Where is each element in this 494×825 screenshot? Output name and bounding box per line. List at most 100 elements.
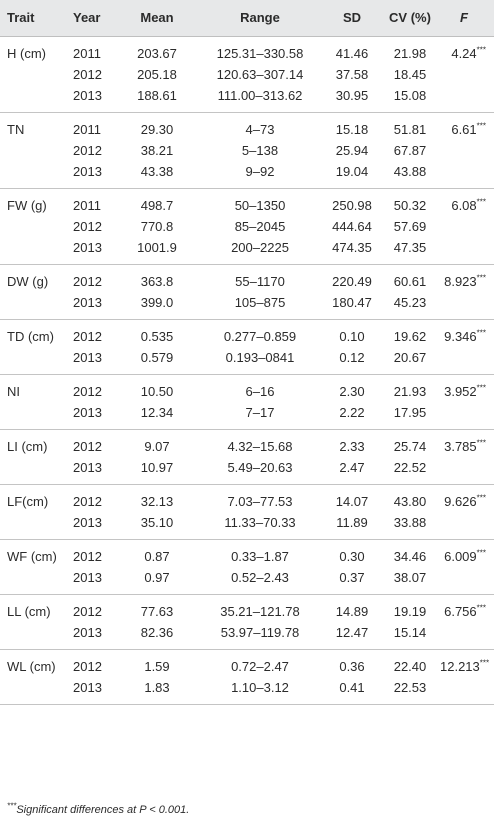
sd-cell: 444.64 (332, 218, 372, 234)
cv-cell: 51.81 (393, 121, 427, 137)
mean-cell: 188.61 (137, 87, 177, 103)
year-cell: 2011 (73, 45, 101, 61)
mean-cell: 29.30 (140, 121, 174, 137)
f-value: 8.923 (444, 273, 477, 289)
table-row: 2013 43.38 9–92 19.04 43.88 (0, 161, 494, 189)
table-header: Trait Year Mean Range SD CV (%) F (0, 0, 494, 37)
sd-cell: 14.89 (335, 603, 369, 619)
sd-cell: 250.98 (332, 197, 372, 213)
year-cell: 2013 (73, 569, 102, 585)
trait-group: LF(cm) 2012 32.13 7.03–77.53 14.07 43.80 9.626… (0, 484, 494, 539)
cv-cell: 67.87 (393, 142, 427, 158)
f-cell (440, 64, 494, 85)
f-cell: 6.61*** (440, 112, 494, 140)
cv-cell: 25.74 (393, 438, 427, 454)
trait-group: FW (g) 2011 498.7 50–1350 250.98 50.32 6.08***… (0, 188, 494, 264)
year-cell: 2013 (73, 459, 102, 475)
sd-cell: 12.47 (335, 624, 369, 640)
sd-cell: 0.12 (339, 349, 365, 365)
table-row: 2013 1.83 1.10–3.12 0.41 22.53 (0, 677, 494, 705)
sd-cell: 2.30 (339, 383, 365, 399)
range-cell: 0.277–0.859 (223, 328, 297, 344)
cv-cell: 22.52 (393, 459, 427, 475)
significance-marker: *** (476, 603, 486, 613)
f-value: 6.756 (444, 603, 477, 619)
trait-cell: NI (7, 383, 20, 399)
year-cell: 2013 (73, 87, 102, 103)
range-cell: 111.00–313.62 (217, 87, 303, 103)
cv-cell: 21.98 (393, 45, 427, 61)
f-cell (440, 347, 494, 375)
cv-cell: 22.40 (393, 658, 427, 674)
range-cell: 120.63–307.14 (216, 66, 304, 82)
f-cell: 12.213*** (440, 649, 494, 677)
footnote-marker: *** (7, 801, 17, 811)
f-cell (440, 457, 494, 485)
table-row: 2013 82.36 53.97–119.78 12.47 15.14 (0, 622, 494, 650)
mean-cell: 35.10 (140, 514, 174, 530)
trait-group: TN 2011 29.30 4–73 15.18 51.81 6.61*** 2012 38.2… (0, 112, 494, 188)
significance-marker: *** (476, 493, 486, 503)
table-row: 2012 38.21 5–138 25.94 67.87 (0, 140, 494, 161)
range-cell: 6–16 (245, 383, 275, 399)
mean-cell: 10.97 (140, 459, 174, 475)
f-value: 4.24 (451, 45, 477, 61)
cv-cell: 50.32 (393, 197, 427, 213)
sd-cell: 2.22 (339, 404, 365, 420)
year-cell: 2012 (73, 438, 102, 454)
cv-cell: 20.67 (393, 349, 427, 365)
sd-cell: 0.30 (339, 548, 365, 564)
sd-cell: 180.47 (332, 294, 372, 310)
f-cell: 3.952*** (440, 374, 494, 402)
trait-group: NI 2012 10.50 6–16 2.30 21.93 3.952*** 2013 12.3… (0, 374, 494, 429)
year-cell: 2012 (73, 328, 102, 344)
sd-cell: 0.37 (339, 569, 365, 585)
cv-cell: 47.35 (393, 239, 427, 255)
f-cell (440, 677, 494, 705)
year-cell: 2012 (73, 142, 102, 158)
table-row: 2013 10.97 5.49–20.63 2.47 22.52 (0, 457, 494, 485)
mean-cell: 0.87 (144, 548, 170, 564)
cv-cell: 15.08 (393, 87, 427, 103)
f-value: 6.009 (444, 548, 477, 564)
cv-cell: 38.07 (393, 569, 427, 585)
table-row: 2013 188.61 111.00–313.62 30.95 15.08 (0, 85, 494, 113)
header-year: Year (66, 0, 118, 37)
trait-cell: DW (g) (7, 273, 49, 289)
range-cell: 1.10–3.12 (231, 679, 289, 695)
range-cell: 55–1170 (235, 273, 285, 289)
year-cell: 2012 (73, 218, 102, 234)
trait-cell: FW (g) (7, 197, 47, 213)
table-row: LI (cm) 2012 9.07 4.32–15.68 2.33 25.74 3.785*… (0, 429, 494, 457)
f-value: 3.785 (444, 438, 477, 454)
table-row: NI 2012 10.50 6–16 2.30 21.93 3.952*** (0, 374, 494, 402)
mean-cell: 1001.9 (137, 239, 177, 255)
table-row: LL (cm) 2012 77.63 35.21–121.78 14.89 19.19 6.… (0, 594, 494, 622)
trait-cell (0, 292, 66, 320)
f-cell: 8.923*** (440, 264, 494, 292)
f-cell: 6.009*** (440, 539, 494, 567)
mean-cell: 203.67 (137, 45, 177, 61)
trait-group: WL (cm) 2012 1.59 0.72–2.47 0.36 22.40 12.213*… (0, 649, 494, 704)
year-cell: 2013 (73, 404, 102, 420)
cv-cell: 21.93 (393, 383, 427, 399)
mean-cell: 1.83 (144, 679, 170, 695)
mean-cell: 12.34 (140, 404, 174, 420)
f-cell (440, 140, 494, 161)
cv-cell: 57.69 (393, 218, 427, 234)
year-cell: 2013 (73, 679, 102, 695)
table-row: TD (cm) 2012 0.535 0.277–0.859 0.10 19.62 9.34… (0, 319, 494, 347)
range-cell: 200–2225 (231, 239, 289, 255)
trait-cell (0, 140, 66, 161)
mean-cell: 38.21 (140, 142, 174, 158)
range-cell: 11.33–70.33 (224, 514, 296, 530)
year-cell: 2012 (73, 658, 102, 674)
table-row: 2013 1001.9 200–2225 474.35 47.35 (0, 237, 494, 265)
range-cell: 105–875 (234, 294, 286, 310)
sd-cell: 11.89 (336, 514, 368, 530)
sd-cell: 30.95 (335, 87, 369, 103)
cv-cell: 19.19 (393, 603, 427, 619)
f-value: 9.346 (444, 328, 477, 344)
cv-cell: 15.14 (393, 624, 427, 640)
